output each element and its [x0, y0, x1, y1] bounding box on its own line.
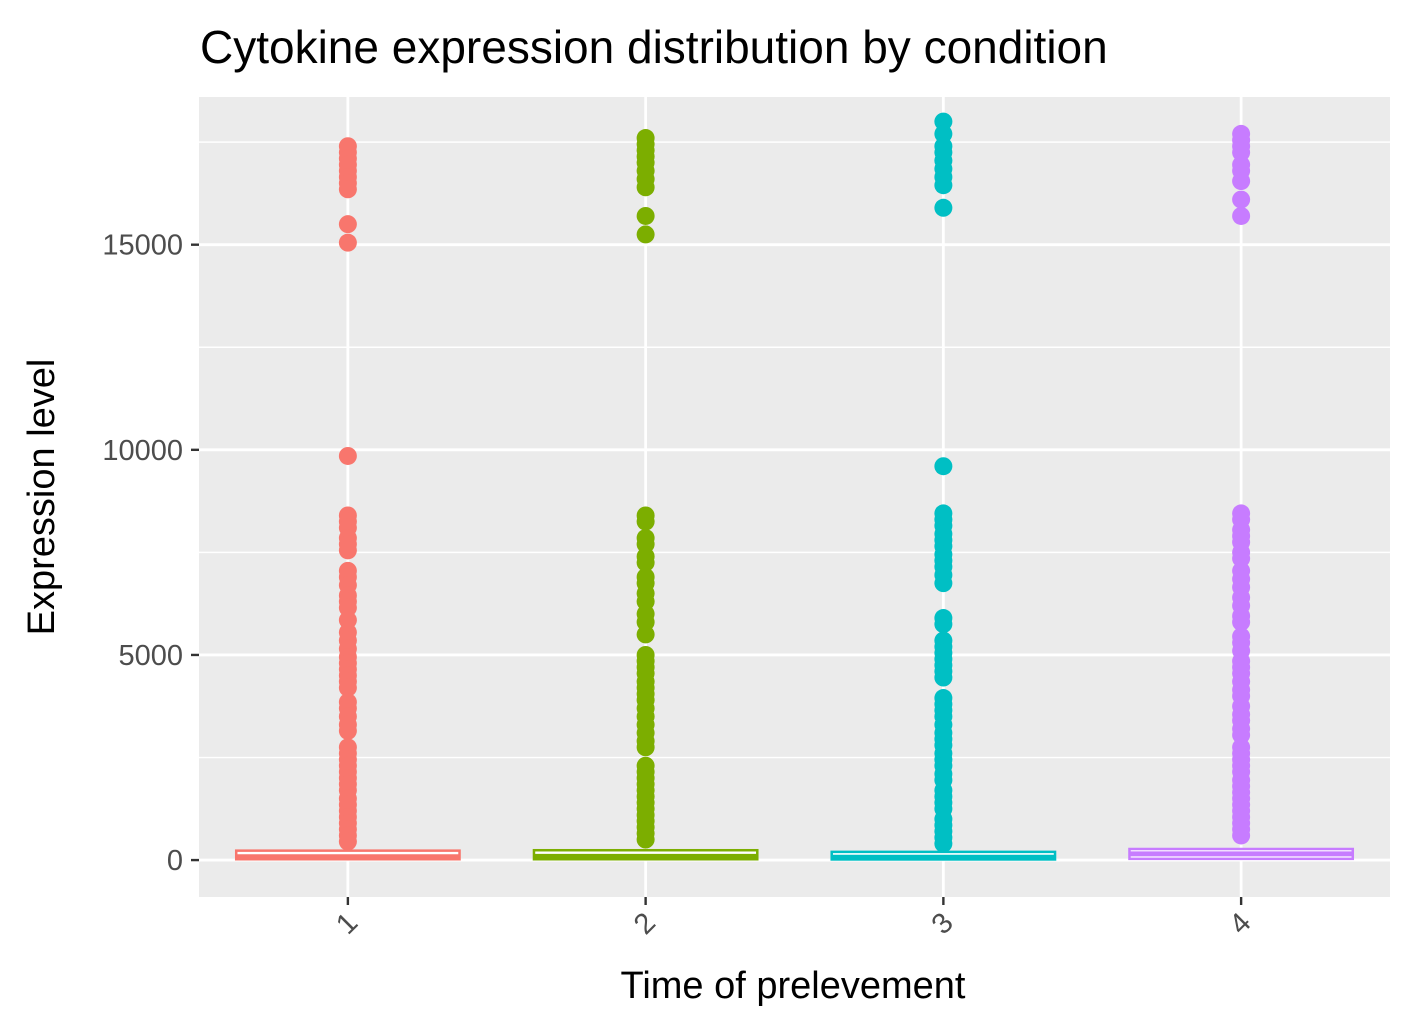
outlier-layer: [338, 112, 1251, 853]
outlier-point: [636, 225, 655, 244]
outlier-point: [636, 553, 655, 572]
y-tick-label: 10000: [102, 435, 183, 467]
outlier-point: [1232, 190, 1251, 209]
outlier-point: [934, 615, 953, 634]
chart-title: Cytokine expression distribution by cond…: [200, 21, 1108, 73]
outlier-point: [934, 112, 953, 131]
outlier-point: [338, 446, 357, 465]
outlier-point: [934, 457, 953, 476]
outlier-point: [338, 180, 357, 199]
outlier-point: [934, 668, 953, 687]
x-axis: 1 2 3 4: [330, 897, 1257, 941]
y-axis-title: Expression level: [21, 359, 63, 636]
outlier-point: [338, 598, 357, 617]
outlier-point: [338, 215, 357, 234]
outlier-point: [934, 834, 953, 853]
outlier-point: [1232, 172, 1251, 191]
x-tick-label: 2: [628, 907, 662, 941]
outlier-point: [636, 738, 655, 757]
outlier-point: [934, 124, 953, 143]
outlier-point: [636, 512, 655, 531]
outlier-point: [636, 535, 655, 554]
outlier-point: [1232, 206, 1251, 225]
y-tick-label: 5000: [118, 640, 183, 672]
outlier-point: [1232, 826, 1251, 845]
outlier-point: [934, 574, 953, 593]
outlier-point: [1232, 725, 1251, 744]
outlier-point: [934, 198, 953, 217]
outlier-point: [338, 233, 357, 252]
outlier-point: [636, 613, 655, 632]
outlier-point: [338, 541, 357, 560]
x-axis-title: Time of prelevement: [621, 965, 966, 1007]
outlier-point: [1232, 613, 1251, 632]
outlier-point: [636, 206, 655, 225]
outlier-point: [1232, 549, 1251, 568]
outlier-point: [338, 721, 357, 740]
outlier-point: [636, 178, 655, 197]
x-tick-label: 1: [330, 907, 364, 941]
x-tick-label: 4: [1223, 907, 1257, 941]
box-layer: [234, 847, 1355, 861]
outlier-point: [338, 678, 357, 697]
outlier-point: [636, 830, 655, 849]
outlier-point: [636, 592, 655, 611]
outlier-point: [1232, 143, 1251, 162]
x-tick-label: 3: [926, 907, 960, 941]
outlier-point: [636, 625, 655, 644]
outlier-point: [934, 176, 953, 195]
y-tick-label: 15000: [102, 230, 183, 262]
minor-gridlines: [199, 141, 1390, 759]
y-tick-label: 0: [167, 845, 183, 877]
plot-panel: [199, 97, 1390, 897]
outlier-point: [338, 832, 357, 851]
y-axis: 0 5000 10000 15000: [102, 230, 199, 877]
outlier-point: [338, 611, 357, 630]
